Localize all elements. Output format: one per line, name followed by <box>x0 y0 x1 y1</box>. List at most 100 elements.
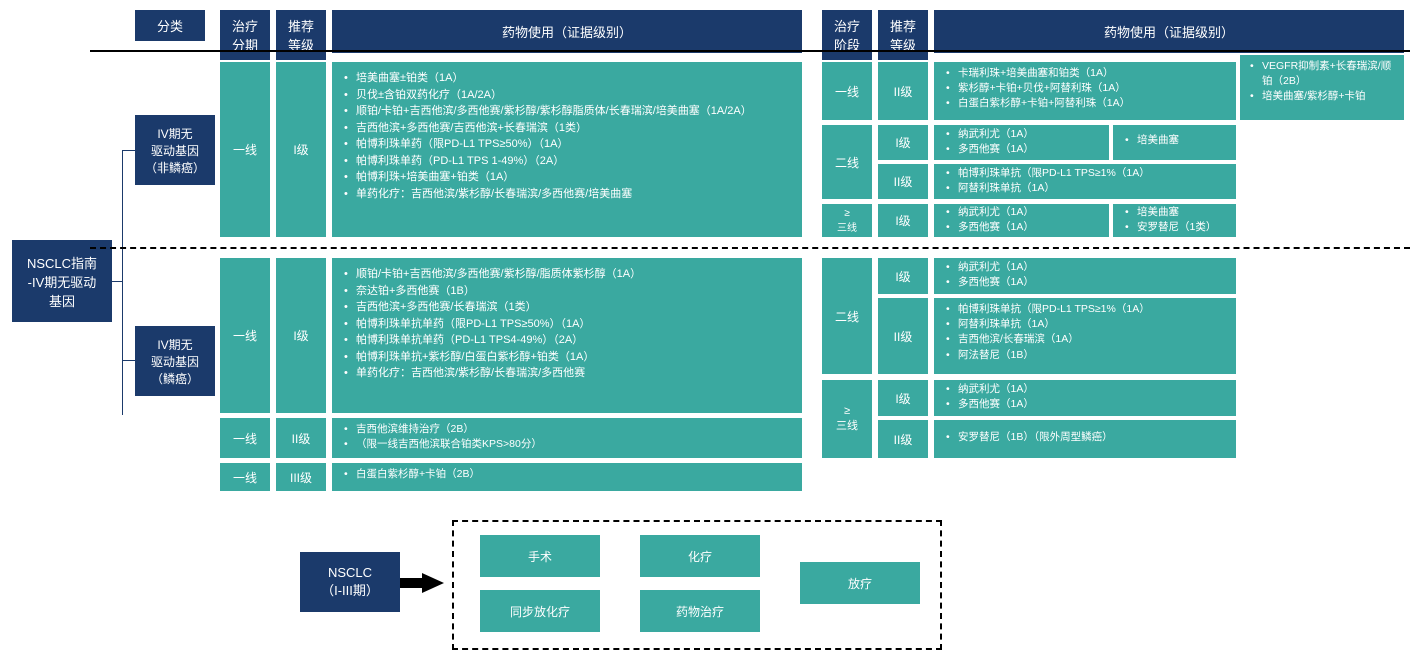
root-node: NSCLC指南 -IV期无驱动 基因 <box>12 240 112 322</box>
list-item: 帕博利珠单抗（限PD-L1 TPS≥1%（1A） <box>944 166 1226 181</box>
stage-ns-r2: 二线 <box>822 125 872 199</box>
drug-ns-r2b: 培美曲塞 <box>1113 125 1236 160</box>
connector-root-h <box>112 281 122 282</box>
list-item: 阿法替尼（1B） <box>944 348 1226 363</box>
connector-cat1 <box>122 150 135 151</box>
list-item: 纳武利尤（1A） <box>944 260 1226 275</box>
arrow-tail <box>400 578 424 588</box>
bottom-root: NSCLC （I-III期） <box>300 552 400 612</box>
arrow-icon <box>422 573 444 593</box>
connector-root-v <box>122 150 123 415</box>
drug-list-s3-left: 白蛋白紫杉醇+卡铂（2B） <box>332 463 802 491</box>
grade-s-r3a: I级 <box>878 380 928 416</box>
stage-2l-1: 一线 <box>220 258 270 413</box>
list-item: 顺铂/卡铂+吉西他滨/多西他赛/紫杉醇/脂质体紫杉醇（1A） <box>342 266 792 283</box>
header-drug-right: 药物使用（证据级别） <box>934 10 1404 53</box>
list-item: 帕博利珠单药（PD-L1 TPS 1-49%）（2A） <box>342 153 792 170</box>
drug-s-r3a: 纳武利尤（1A）多西他赛（1A） <box>934 380 1236 416</box>
divider-top <box>90 50 1410 52</box>
header-drug-left: 药物使用（证据级别） <box>332 10 802 53</box>
bottom-t2: 化疗 <box>640 535 760 577</box>
list-item: 阿替利珠单抗（1A） <box>944 317 1226 332</box>
bottom-t4: 药物治疗 <box>640 590 760 632</box>
drug-ns-r2a: 纳武利尤（1A）多西他赛（1A） <box>934 125 1109 160</box>
list-item: 纳武利尤（1A） <box>944 382 1226 397</box>
grade-ns-r1: II级 <box>878 62 928 120</box>
grade-ns-r3: I级 <box>878 204 928 237</box>
bottom-t5: 放疗 <box>800 562 920 604</box>
list-item: 白蛋白紫杉醇+卡铂+阿替利珠（1A） <box>944 96 1226 111</box>
list-item: 紫杉醇+卡铂+贝伐+阿替利珠（1A） <box>944 81 1226 96</box>
header-stage-right: 治疗 阶段 <box>822 10 872 60</box>
list-item: 多西他赛（1A） <box>944 275 1226 290</box>
list-item: 培美曲塞±铂类（1A） <box>342 70 792 87</box>
list-item: 多西他赛（1A） <box>944 397 1226 412</box>
drug-s-r2b: 帕博利珠单抗（限PD-L1 TPS≥1%（1A）阿替利珠单抗（1A）吉西他滨/长… <box>934 298 1236 374</box>
list-item: VEGFR抑制素+长春瑞滨/顺铂（2B） <box>1248 59 1396 89</box>
bottom-t3: 同步放化疗 <box>480 590 600 632</box>
stage-ns-r3: ≥ 三线 <box>822 204 872 237</box>
list-item: 培美曲塞/紫杉醇+卡铂 <box>1248 89 1396 104</box>
grade-s-r2b: II级 <box>878 298 928 374</box>
stage-2l-3: 一线 <box>220 463 270 491</box>
grade-ns-r2a: I级 <box>878 125 928 160</box>
bottom-t1: 手术 <box>480 535 600 577</box>
drug-list-s1-left: 顺铂/卡铂+吉西他滨/多西他赛/紫杉醇/脂质体紫杉醇（1A）奈达铂+多西他赛（1… <box>332 258 802 413</box>
header-grade-left: 推荐 等级 <box>276 10 326 60</box>
list-item: 安罗替尼（1类） <box>1123 220 1226 235</box>
list-item: 纳武利尤（1A） <box>944 127 1099 142</box>
grade-ns-r2b: II级 <box>878 164 928 199</box>
list-item: 培美曲塞 <box>1123 205 1226 220</box>
header-stage-left: 治疗 分期 <box>220 10 270 60</box>
list-item: 顺铂/卡铂+吉西他滨/多西他赛/紫杉醇/紫杉醇脂质体/长春瑞滨/培美曲塞（1A/… <box>342 103 792 120</box>
drug-s-r2a: 纳武利尤（1A）多西他赛（1A） <box>934 258 1236 294</box>
list-item: 单药化疗：吉西他滨/紫杉醇/长春瑞滨/多西他赛 <box>342 365 792 382</box>
drug-ns-r3a: 纳武利尤（1A）多西他赛（1A） <box>934 204 1109 237</box>
list-item: 吉西他滨+多西他赛/长春瑞滨（1类） <box>342 299 792 316</box>
list-item: 帕博利珠单药（限PD-L1 TPS≥50%）（1A） <box>342 136 792 153</box>
list-item: 白蛋白紫杉醇+卡铂（2B） <box>342 467 792 482</box>
list-item: 吉西他滨维持治疗（2B） <box>342 422 792 437</box>
drug-list-ns-left: 培美曲塞±铂类（1A）贝伐±含铂双药化疗（1A/2A）顺铂/卡铂+吉西他滨/多西… <box>332 62 802 237</box>
category-non-squamous: IV期无 驱动基因 （非鳞癌） <box>135 115 215 185</box>
list-item: 培美曲塞 <box>1123 133 1226 148</box>
dashed-separator <box>90 247 1410 249</box>
drug-ns-r3b: 培美曲塞安罗替尼（1类） <box>1113 204 1236 237</box>
list-item: 奈达铂+多西他赛（1B） <box>342 283 792 300</box>
grade-s-r3b: II级 <box>878 420 928 458</box>
grade-1l-1: I级 <box>276 62 326 237</box>
drug-s-r3b: 安罗替尼（1B）（限外周型鳞癌） <box>934 420 1236 458</box>
drug-ns-r1b: VEGFR抑制素+长春瑞滨/顺铂（2B）培美曲塞/紫杉醇+卡铂 <box>1240 55 1404 120</box>
grade-2l-3: III级 <box>276 463 326 491</box>
list-item: （限一线吉西他滨联合铂类KPS>80分） <box>342 437 792 452</box>
list-item: 纳武利尤（1A） <box>944 205 1099 220</box>
list-item: 卡瑞利珠+培美曲塞和铂类（1A） <box>944 66 1226 81</box>
list-item: 帕博利珠单抗+紫杉醇/白蛋白紫杉醇+铂类（1A） <box>342 349 792 366</box>
list-item: 帕博利珠单抗（限PD-L1 TPS≥1%（1A） <box>944 302 1226 317</box>
list-item: 多西他赛（1A） <box>944 142 1099 157</box>
drug-list-s2-left: 吉西他滨维持治疗（2B）（限一线吉西他滨联合铂类KPS>80分） <box>332 418 802 458</box>
drug-ns-r2c: 帕博利珠单抗（限PD-L1 TPS≥1%（1A）阿替利珠单抗（1A） <box>934 164 1236 199</box>
list-item: 安罗替尼（1B）（限外周型鳞癌） <box>944 430 1226 445</box>
grade-s-r2a: I级 <box>878 258 928 294</box>
grade-2l-2: II级 <box>276 418 326 458</box>
connector-cat2 <box>122 360 135 361</box>
list-item: 吉西他滨+多西他赛/吉西他滨+长春瑞滨（1类） <box>342 120 792 137</box>
list-item: 多西他赛（1A） <box>944 220 1099 235</box>
list-item: 帕博利珠单抗单药（PD-L1 TPS4-49%）（2A） <box>342 332 792 349</box>
list-item: 帕博利珠单抗单药（限PD-L1 TPS≥50%）（1A） <box>342 316 792 333</box>
stage-s-r3: ≥ 三线 <box>822 380 872 458</box>
list-item: 单药化疗：吉西他滨/紫杉醇/长春瑞滨/多西他赛/培美曲塞 <box>342 186 792 203</box>
header-category: 分类 <box>135 10 205 41</box>
drug-ns-r1a: 卡瑞利珠+培美曲塞和铂类（1A）紫杉醇+卡铂+贝伐+阿替利珠（1A）白蛋白紫杉醇… <box>934 62 1236 120</box>
header-grade-right: 推荐 等级 <box>878 10 928 60</box>
stage-1l-1: 一线 <box>220 62 270 237</box>
list-item: 帕博利珠+培美曲塞+铂类（1A） <box>342 169 792 186</box>
stage-2l-2: 一线 <box>220 418 270 458</box>
list-item: 贝伐±含铂双药化疗（1A/2A） <box>342 87 792 104</box>
list-item: 阿替利珠单抗（1A） <box>944 181 1226 196</box>
list-item: 吉西他滨/长春瑞滨（1A） <box>944 332 1226 347</box>
stage-ns-r1: 一线 <box>822 62 872 120</box>
category-squamous: IV期无 驱动基因 （鳞癌） <box>135 326 215 396</box>
grade-2l-1: I级 <box>276 258 326 413</box>
